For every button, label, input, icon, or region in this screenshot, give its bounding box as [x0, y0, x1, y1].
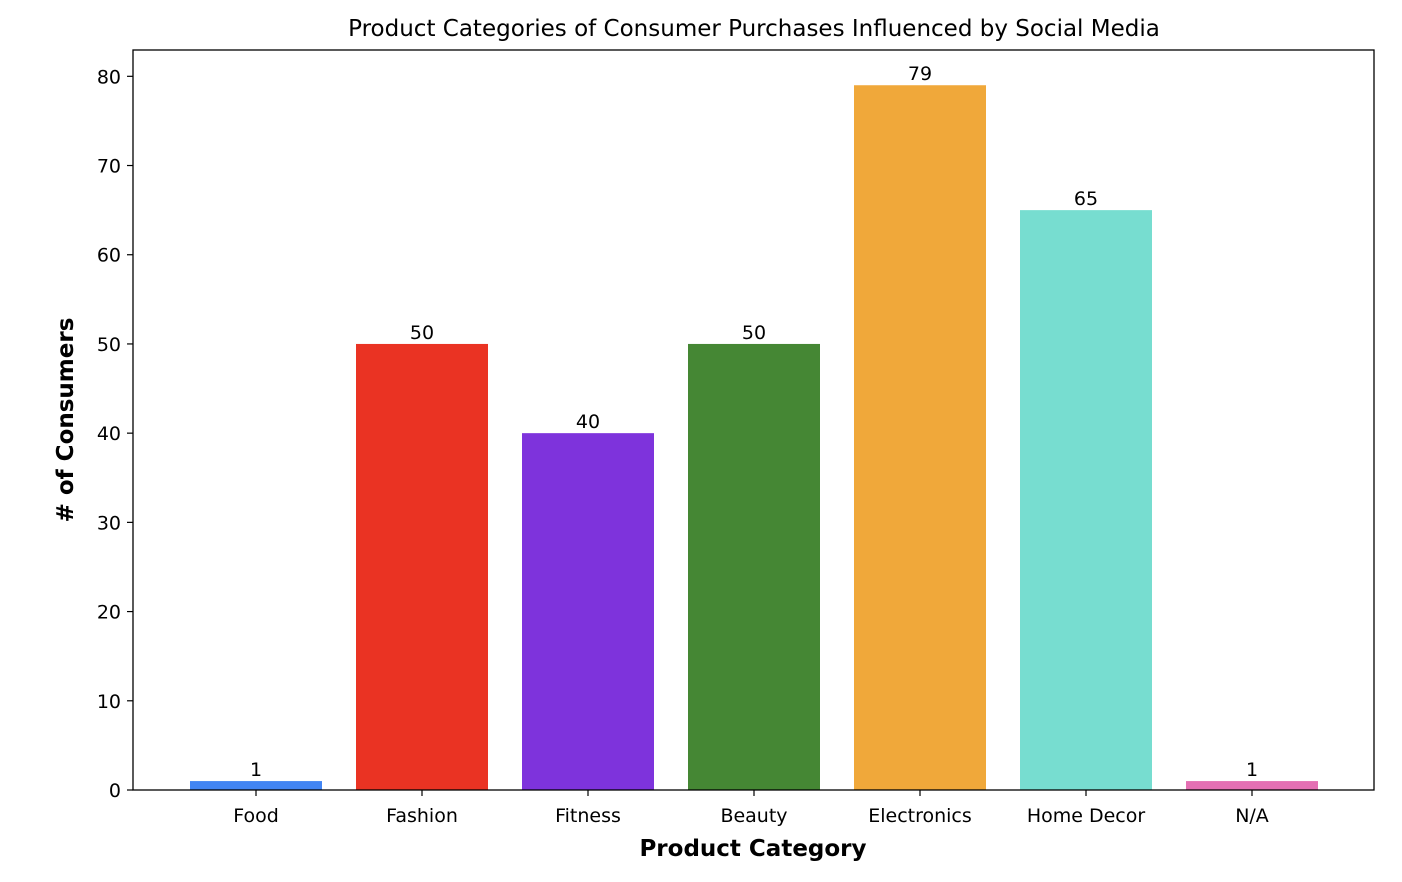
- y-tick-label: 80: [97, 66, 121, 88]
- bar-beauty: [688, 343, 820, 790]
- bar-n-a: [1186, 781, 1318, 790]
- bar-value-label: 40: [576, 411, 600, 433]
- bar-value-label: 1: [1246, 759, 1258, 781]
- x-tick-label: N/A: [1235, 805, 1269, 827]
- y-tick-label: 40: [97, 423, 121, 445]
- bar-home-decor: [1020, 210, 1152, 790]
- y-tick-label: 30: [97, 512, 121, 534]
- x-tick-label: Food: [233, 805, 279, 827]
- x-tick-label: Beauty: [720, 805, 787, 827]
- x-tick-label: Fitness: [555, 805, 621, 827]
- bar-value-label: 50: [410, 322, 434, 344]
- plot-frame: [132, 49, 1375, 791]
- y-tick-label: 60: [97, 245, 121, 267]
- y-tick-label: 70: [97, 156, 121, 178]
- x-axis: Food Fashion Fitness Beauty Electronics Home …: [233, 790, 1269, 827]
- bar-value-label: 79: [908, 63, 932, 85]
- chart-title: Product Categories of Consumer Purchases…: [348, 16, 1160, 42]
- bar-value-label: 50: [742, 322, 766, 344]
- bar-fashion: [356, 343, 488, 790]
- y-axis-label: # of Consumers: [53, 318, 79, 523]
- y-tick-label: 0: [109, 780, 121, 802]
- x-tick-label: Fashion: [386, 805, 458, 827]
- bar-fitness: [522, 433, 654, 790]
- y-tick-label: 20: [97, 602, 121, 624]
- y-tick-label: 10: [97, 691, 121, 713]
- y-axis: 0 10 20 30 40 50 60 70 80: [97, 66, 133, 802]
- x-axis-label: Product Category: [639, 836, 866, 862]
- y-tick-label: 50: [97, 334, 121, 356]
- bar-value-label: 65: [1074, 188, 1098, 210]
- bar-food: [190, 781, 322, 790]
- bar-value-label: 1: [250, 759, 262, 781]
- x-tick-label: Electronics: [868, 805, 972, 827]
- bars-group: [190, 85, 1318, 790]
- x-tick-label: Home Decor: [1027, 805, 1146, 827]
- bar-electronics: [854, 85, 986, 790]
- value-labels-group: 1 50 40 50 79 65 1: [250, 63, 1258, 781]
